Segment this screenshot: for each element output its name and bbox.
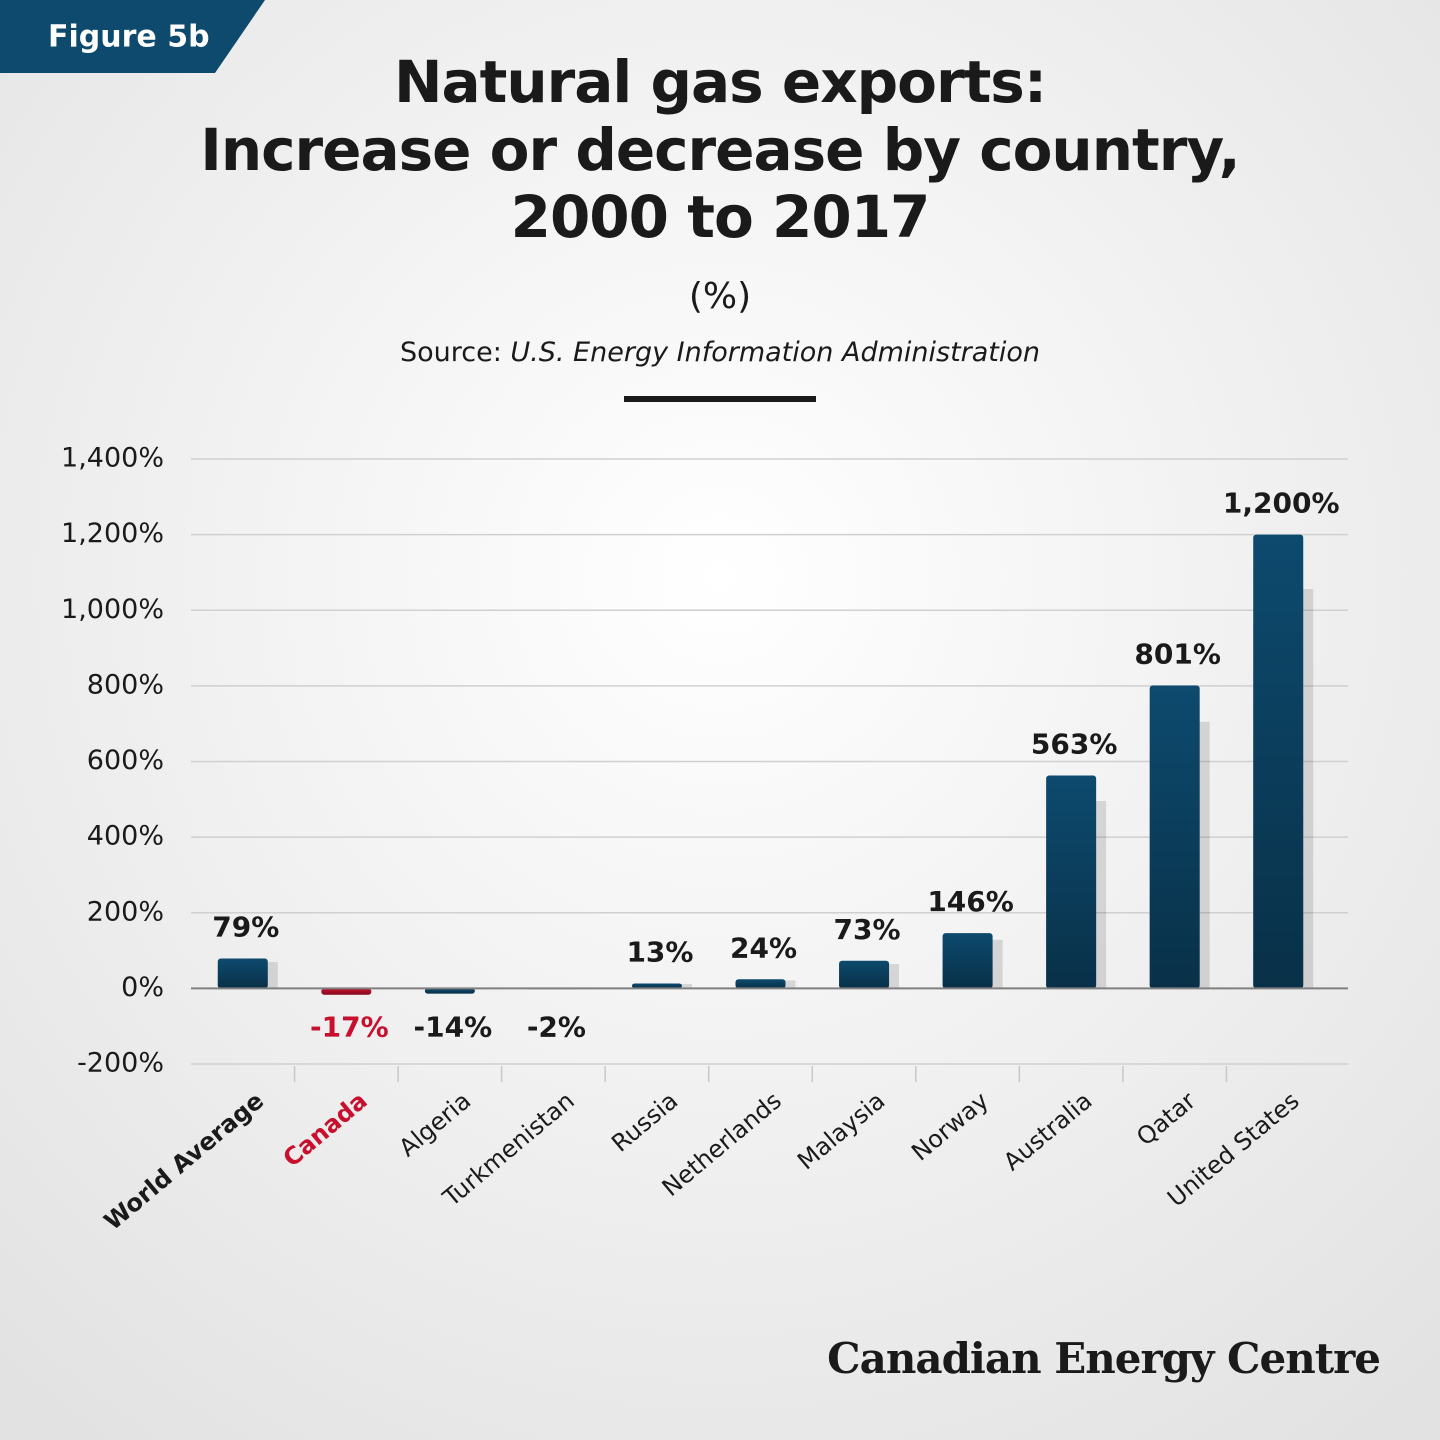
- source-label: Source:: [400, 337, 502, 368]
- bar-shade: [321, 988, 372, 995]
- bar-shade: [1046, 775, 1097, 989]
- y-tick-label: 1,400%: [61, 443, 164, 474]
- y-tick-label: -200%: [77, 1048, 164, 1079]
- chart-title: Natural gas exports:: [394, 48, 1046, 116]
- value-label: -14%: [414, 1010, 493, 1043]
- y-tick-label: 400%: [87, 821, 164, 852]
- subtitle: (%): [689, 276, 751, 317]
- value-label: 146%: [927, 885, 1014, 918]
- value-label: -2%: [527, 1010, 586, 1043]
- y-tick-label: 600%: [87, 745, 164, 776]
- bar-shade: [942, 933, 993, 989]
- value-label: 13%: [626, 935, 693, 968]
- bar-shade: [839, 960, 890, 989]
- value-label: -17%: [310, 1010, 389, 1043]
- bar-shade: [1253, 534, 1304, 989]
- y-tick-label: 1,000%: [61, 594, 164, 625]
- value-label: 73%: [834, 913, 901, 946]
- source: Source: U.S. Energy Information Administ…: [400, 337, 1040, 368]
- chart-title: 2000 to 2017: [511, 183, 930, 251]
- badge-text: Figure 5b: [48, 20, 210, 55]
- value-label: 1,200%: [1223, 487, 1340, 520]
- chart-title: Increase or decrease by country,: [200, 116, 1239, 184]
- bar-shade: [217, 958, 268, 989]
- bar-shade: [424, 988, 475, 994]
- value-label: 801%: [1134, 637, 1221, 670]
- value-label: 563%: [1031, 727, 1118, 760]
- y-tick-label: 1,200%: [61, 518, 164, 549]
- brand: Canadian Energy Centre: [827, 1334, 1380, 1383]
- source-name: U.S. Energy Information Administration: [510, 337, 1040, 368]
- y-tick-label: 800%: [87, 669, 164, 700]
- value-label: 24%: [730, 931, 797, 964]
- bar-shade: [631, 983, 682, 989]
- y-tick-label: 200%: [87, 896, 164, 927]
- badge: [0, 0, 265, 73]
- divider: [624, 396, 816, 402]
- value-label: 79%: [212, 911, 279, 944]
- bar-shade: [735, 979, 786, 989]
- bar-shade: [1149, 685, 1200, 989]
- y-tick-label: 0%: [121, 972, 164, 1003]
